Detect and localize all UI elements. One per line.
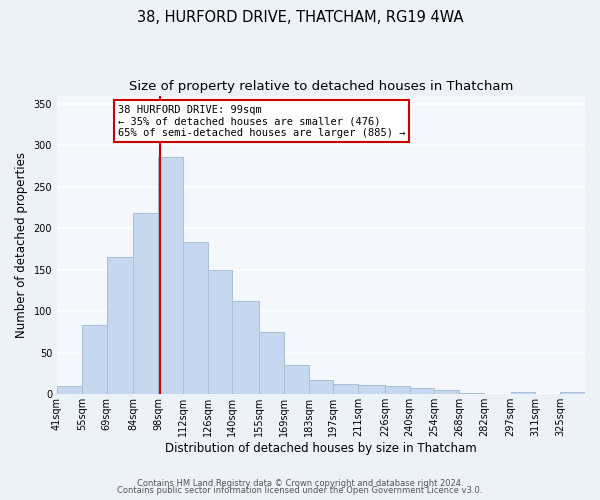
Bar — [560, 392, 585, 394]
Bar — [183, 242, 208, 394]
Bar — [410, 388, 434, 394]
Bar — [385, 386, 410, 394]
Bar — [434, 390, 459, 394]
Bar — [511, 392, 535, 394]
Bar — [57, 386, 82, 394]
Bar — [459, 392, 484, 394]
Text: 38, HURFORD DRIVE, THATCHAM, RG19 4WA: 38, HURFORD DRIVE, THATCHAM, RG19 4WA — [137, 10, 463, 25]
Bar — [208, 270, 232, 394]
Bar — [308, 380, 334, 394]
Y-axis label: Number of detached properties: Number of detached properties — [15, 152, 28, 338]
Bar — [259, 332, 284, 394]
Text: Contains public sector information licensed under the Open Government Licence v3: Contains public sector information licen… — [118, 486, 482, 495]
Bar — [82, 324, 107, 394]
Bar — [133, 214, 158, 394]
X-axis label: Distribution of detached houses by size in Thatcham: Distribution of detached houses by size … — [165, 442, 477, 455]
Bar — [284, 365, 308, 394]
Text: 38 HURFORD DRIVE: 99sqm
← 35% of detached houses are smaller (476)
65% of semi-d: 38 HURFORD DRIVE: 99sqm ← 35% of detache… — [118, 104, 405, 138]
Title: Size of property relative to detached houses in Thatcham: Size of property relative to detached ho… — [129, 80, 513, 93]
Bar — [107, 258, 133, 394]
Bar — [334, 384, 358, 394]
Bar — [232, 300, 259, 394]
Bar — [358, 385, 385, 394]
Text: Contains HM Land Registry data © Crown copyright and database right 2024.: Contains HM Land Registry data © Crown c… — [137, 478, 463, 488]
Bar — [158, 157, 183, 394]
